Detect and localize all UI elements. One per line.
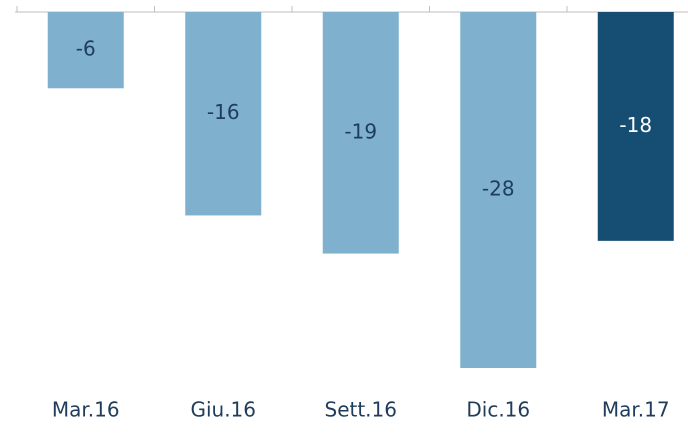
data-label: -28 bbox=[482, 177, 515, 201]
data-label: -18 bbox=[619, 113, 652, 137]
data-label: -6 bbox=[76, 37, 96, 61]
bar bbox=[185, 12, 262, 216]
x-tick-label: Sett.16 bbox=[325, 398, 398, 422]
bar bbox=[460, 12, 537, 368]
x-tick-label: Mar.17 bbox=[602, 398, 670, 422]
data-label: -19 bbox=[344, 119, 377, 143]
x-tick-label: Mar.16 bbox=[52, 398, 120, 422]
bar bbox=[597, 12, 674, 241]
bar bbox=[47, 12, 124, 89]
x-tick-label: Giu.16 bbox=[190, 398, 256, 422]
x-tick-label: Dic.16 bbox=[466, 398, 530, 422]
data-label: -16 bbox=[207, 100, 240, 124]
bar bbox=[322, 12, 399, 254]
